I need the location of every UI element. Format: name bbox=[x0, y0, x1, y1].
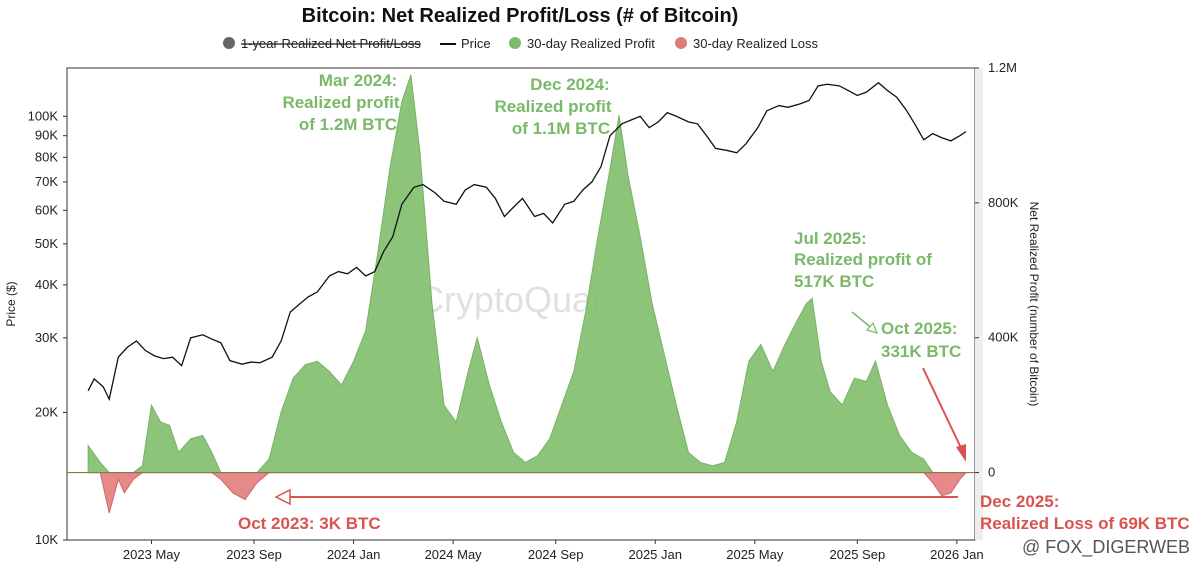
legend-price-label[interactable]: Price bbox=[461, 36, 491, 51]
x-tick-label: 2026 Jan bbox=[930, 547, 984, 562]
series-layer bbox=[67, 74, 975, 514]
right-tick-label: 0 bbox=[988, 465, 995, 480]
legend-loss-label[interactable]: 30-day Realized Loss bbox=[693, 36, 819, 51]
left-tick-label: 10K bbox=[35, 532, 58, 547]
right-axis-gutter bbox=[975, 68, 983, 540]
ann-dec2024-line1: Dec 2024: bbox=[530, 75, 609, 94]
ann-red-diagonal-arrowhead bbox=[956, 444, 966, 462]
legend: 1-year Realized Net Profit/Loss Price 30… bbox=[223, 36, 819, 51]
ann-jul2025-line2: Realized profit of bbox=[794, 250, 932, 269]
ann-mar2024-line3: of 1.2M BTC bbox=[299, 115, 397, 134]
chart-title: Bitcoin: Net Realized Profit/Loss (# of … bbox=[302, 5, 739, 27]
x-tick-label: 2023 May bbox=[123, 547, 181, 562]
ann-jul2025-line1: Jul 2025: bbox=[794, 229, 867, 248]
annotation-jul2025: Jul 2025: Realized profit of 517K BTC bbox=[794, 229, 932, 291]
ann-dec2024-line2: Realized profit bbox=[494, 97, 611, 116]
ann-mar2024-line1: Mar 2024: bbox=[319, 71, 397, 90]
ann-jul2025-arrowhead bbox=[865, 321, 879, 334]
left-axis-title: Price ($) bbox=[4, 281, 18, 326]
left-tick-label: 30K bbox=[35, 330, 58, 345]
left-tick-label: 70K bbox=[35, 174, 58, 189]
x-tick-label: 2024 May bbox=[425, 547, 483, 562]
x-tick-label: 2025 Sep bbox=[830, 547, 886, 562]
left-tick-label: 20K bbox=[35, 404, 58, 419]
left-tick-label: 40K bbox=[35, 277, 58, 292]
x-tick-label: 2025 May bbox=[726, 547, 784, 562]
ann-red-diagonal-arrow bbox=[922, 367, 963, 451]
annotation-mar2024: Mar 2024: Realized profit of 1.2M BTC bbox=[282, 71, 399, 134]
legend-profit-label[interactable]: 30-day Realized Profit bbox=[527, 36, 655, 51]
left-tick-label: 50K bbox=[35, 236, 58, 251]
ann-jul2025-line3: 517K BTC bbox=[794, 272, 874, 291]
x-tick-label: 2025 Jan bbox=[628, 547, 682, 562]
ann-dec2025-line2: Realized Loss of 69K BTC bbox=[980, 514, 1190, 533]
right-tick-label: 1.2M bbox=[988, 60, 1017, 75]
ann-oct2025-line1: Oct 2025: bbox=[881, 319, 958, 338]
legend-loss-marker bbox=[675, 37, 687, 49]
right-tick-label: 800K bbox=[988, 195, 1019, 210]
left-tick-label: 60K bbox=[35, 202, 58, 217]
ann-oct2025-line2: 331K BTC bbox=[881, 342, 961, 361]
left-tick-label: 80K bbox=[35, 149, 58, 164]
right-tick-label: 400K bbox=[988, 330, 1019, 345]
credit-text: @ FOX_DIGERWEB bbox=[1022, 537, 1190, 558]
annotation-dec2025: Dec 2025: Realized Loss of 69K BTC bbox=[980, 492, 1190, 533]
legend-profit-marker bbox=[509, 37, 521, 49]
x-tick-label: 2024 Sep bbox=[528, 547, 584, 562]
ann-dec2024-line3: of 1.1M BTC bbox=[512, 119, 610, 138]
left-tick-label: 100K bbox=[28, 108, 59, 123]
legend-one-year-label[interactable]: 1-year Realized Net Profit/Loss bbox=[241, 36, 421, 51]
realized-profit-area bbox=[87, 74, 966, 474]
annotation-oct2025: Oct 2025: 331K BTC bbox=[881, 319, 961, 361]
ann-mar2024-line2: Realized profit bbox=[282, 93, 399, 112]
ann-dec2025-line1: Dec 2025: bbox=[980, 492, 1059, 511]
price-line bbox=[87, 81, 967, 402]
x-tick-label: 2023 Sep bbox=[226, 547, 282, 562]
x-tick-label: 2024 Jan bbox=[327, 547, 381, 562]
ann-red-horizontal-arrowhead bbox=[274, 488, 291, 506]
axis-layer: 10K 20K 30K 40K 50K 60K 70K 80K 90K 100K 0 400K 800K… bbox=[28, 60, 1019, 562]
ann-oct2023: Oct 2023: 3K BTC bbox=[238, 514, 381, 533]
left-tick-label: 90K bbox=[35, 128, 58, 143]
legend-one-year-marker bbox=[223, 37, 235, 49]
annotation-dec2024: Dec 2024: Realized profit of 1.1M BTC bbox=[494, 75, 611, 138]
right-axis-title: Net Realized Profit (number of Bitcoin) bbox=[1027, 202, 1041, 407]
